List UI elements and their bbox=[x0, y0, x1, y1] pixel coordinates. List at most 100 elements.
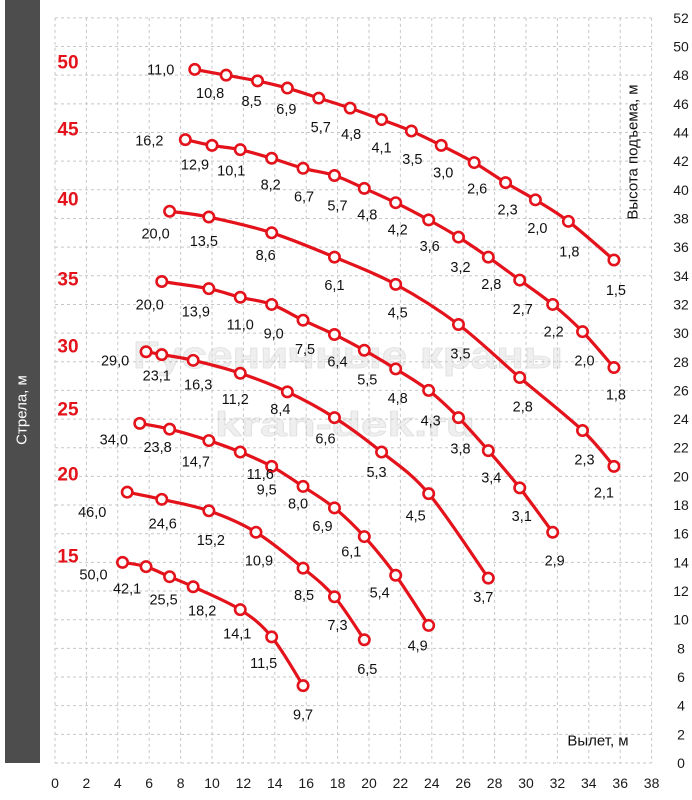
boom-35-load-point bbox=[233, 290, 247, 304]
boom-35-load-point bbox=[265, 297, 279, 311]
x-tick-label: 34 bbox=[581, 775, 597, 791]
boom-axis-title: Стрела, м bbox=[14, 375, 31, 445]
boom-50-load-label: 2,0 bbox=[527, 221, 547, 237]
boom-25-load-label: 8,0 bbox=[288, 496, 308, 512]
x-tick-label: 6 bbox=[145, 775, 153, 791]
boom-45-load-label: 3,2 bbox=[450, 260, 470, 276]
boom-25-load-label: 34,0 bbox=[100, 432, 128, 448]
boom-50-load-point bbox=[251, 74, 265, 88]
boom-45-load-point bbox=[513, 273, 527, 287]
boom-35-load-point bbox=[513, 481, 527, 495]
boom-30-load-label: 6,6 bbox=[315, 432, 335, 448]
boom-45-load-label: 2,7 bbox=[513, 302, 533, 318]
boom-25-load-point bbox=[133, 416, 147, 430]
boom-25-load-point bbox=[327, 501, 341, 515]
boom-25-load-point bbox=[265, 459, 279, 473]
x-tick-label: 14 bbox=[267, 775, 283, 791]
boom-40-load-label: 2,1 bbox=[594, 485, 614, 501]
boom-25-load-label: 14,7 bbox=[182, 455, 210, 471]
boom-25-curve bbox=[138, 421, 431, 628]
boom-length-label: 30 bbox=[57, 337, 78, 358]
boom-15-load-label: 50,0 bbox=[79, 567, 107, 583]
boom-25-load-point bbox=[296, 479, 310, 493]
boom-25-load-label: 23,8 bbox=[143, 440, 171, 456]
boom-30-load-label: 16,3 bbox=[184, 377, 212, 393]
boom-30-load-label: 11,2 bbox=[222, 392, 249, 408]
y-tick-label: 48 bbox=[673, 67, 689, 83]
boom-15-load-label: 14,1 bbox=[223, 627, 251, 643]
boom-45-load-label: 16,2 bbox=[135, 134, 163, 150]
boom-50-load-point bbox=[375, 113, 389, 127]
y-tick-label: 0 bbox=[677, 755, 685, 771]
y-tick-label: 42 bbox=[673, 153, 689, 169]
y-tick-label: 52 bbox=[673, 10, 689, 26]
x-tick-label: 32 bbox=[550, 775, 566, 791]
boom-35-load-label: 3,4 bbox=[481, 471, 501, 487]
y-tick-label: 30 bbox=[673, 325, 689, 341]
boom-length-label: 45 bbox=[57, 120, 79, 141]
boom-45-load-label: 8,2 bbox=[261, 177, 281, 193]
boom-35-load-label: 11,0 bbox=[227, 317, 254, 333]
boom-length-label: 15 bbox=[57, 547, 79, 568]
boom-45-load-point bbox=[481, 250, 495, 264]
y-tick-label: 4 bbox=[677, 698, 685, 714]
y-tick-label: 2 bbox=[677, 726, 685, 742]
boom-25-load-label: 11,6 bbox=[247, 467, 274, 483]
boom-15-load-point bbox=[139, 560, 153, 574]
boom-45-load-point bbox=[607, 360, 621, 374]
boom-50-load-label: 1,5 bbox=[606, 283, 626, 299]
boom-40-load-label: 8,6 bbox=[256, 248, 276, 264]
boom-15-load-point bbox=[186, 580, 200, 594]
boom-40-load-point bbox=[513, 371, 527, 385]
boom-45-load-point bbox=[451, 230, 465, 244]
boom-25-load-point bbox=[202, 434, 216, 448]
x-tick-labels: 0 2 4 6 8 10 12 14 16 18 20 22 24 26 28 30 32 34 36 38 bbox=[51, 775, 659, 791]
boom-35-load-label: 4,3 bbox=[421, 413, 441, 429]
boom-20-load-label: 8,5 bbox=[294, 588, 314, 604]
boom-50-load-label: 2,6 bbox=[467, 182, 487, 198]
y-tick-label: 14 bbox=[673, 554, 689, 570]
boom-50-load-label: 3,5 bbox=[402, 152, 422, 168]
x-tick-label: 38 bbox=[644, 775, 660, 791]
boom-15-load-label: 42,1 bbox=[113, 582, 141, 598]
boom-40-load-point bbox=[163, 204, 177, 218]
boom-30-load-point bbox=[422, 487, 436, 501]
x-tick-label: 26 bbox=[455, 775, 471, 791]
boom-50-load-label: 1,8 bbox=[559, 244, 579, 260]
boom-35-load-point bbox=[451, 411, 465, 425]
boom-35-load-label: 9,0 bbox=[264, 326, 284, 342]
boom-40-load-label: 20,0 bbox=[141, 226, 169, 242]
boom-35-load-point bbox=[422, 383, 436, 397]
boom-35-load-label: 7,5 bbox=[295, 342, 315, 358]
boom-45-load-label: 2,0 bbox=[574, 354, 594, 370]
boom-30-load-point bbox=[280, 385, 294, 399]
boom-40-load-point bbox=[202, 210, 216, 224]
y-tick-label: 18 bbox=[673, 497, 689, 513]
boom-15-load-point bbox=[233, 603, 247, 617]
boom-20-load-point bbox=[249, 525, 263, 539]
boom-length-label: 20 bbox=[57, 465, 78, 486]
boom-length-label: 50 bbox=[57, 53, 78, 74]
boom-40-load-point bbox=[607, 459, 621, 473]
y-tick-label: 38 bbox=[673, 210, 689, 226]
boom-45-load-point bbox=[265, 151, 279, 165]
boom-45-load-point bbox=[389, 196, 403, 210]
boom-45-load-point bbox=[327, 168, 341, 182]
boom-50-load-point bbox=[343, 101, 357, 115]
boom-30-load-label: 3,7 bbox=[473, 590, 493, 606]
boom-40-load-point bbox=[451, 318, 465, 332]
x-tick-label: 22 bbox=[393, 775, 409, 791]
boom-50-load-point bbox=[219, 68, 233, 82]
boom-40-load-label: 2,3 bbox=[574, 453, 594, 469]
boom-35-load-label: 3,8 bbox=[450, 442, 470, 458]
boom-45-load-label: 6,7 bbox=[294, 189, 314, 205]
boom-50-load-label: 8,5 bbox=[241, 94, 261, 110]
boom-35-load-point bbox=[327, 328, 341, 342]
boom-45-load-label: 1,8 bbox=[606, 387, 626, 403]
boom-length-label: 40 bbox=[57, 190, 78, 211]
boom-25-load-label: 9,5 bbox=[257, 482, 277, 498]
boom-40-load-label: 2,8 bbox=[513, 400, 533, 416]
boom-15-load-point bbox=[163, 570, 177, 584]
x-tick-label: 28 bbox=[487, 775, 503, 791]
y-tick-label: 46 bbox=[673, 96, 689, 112]
